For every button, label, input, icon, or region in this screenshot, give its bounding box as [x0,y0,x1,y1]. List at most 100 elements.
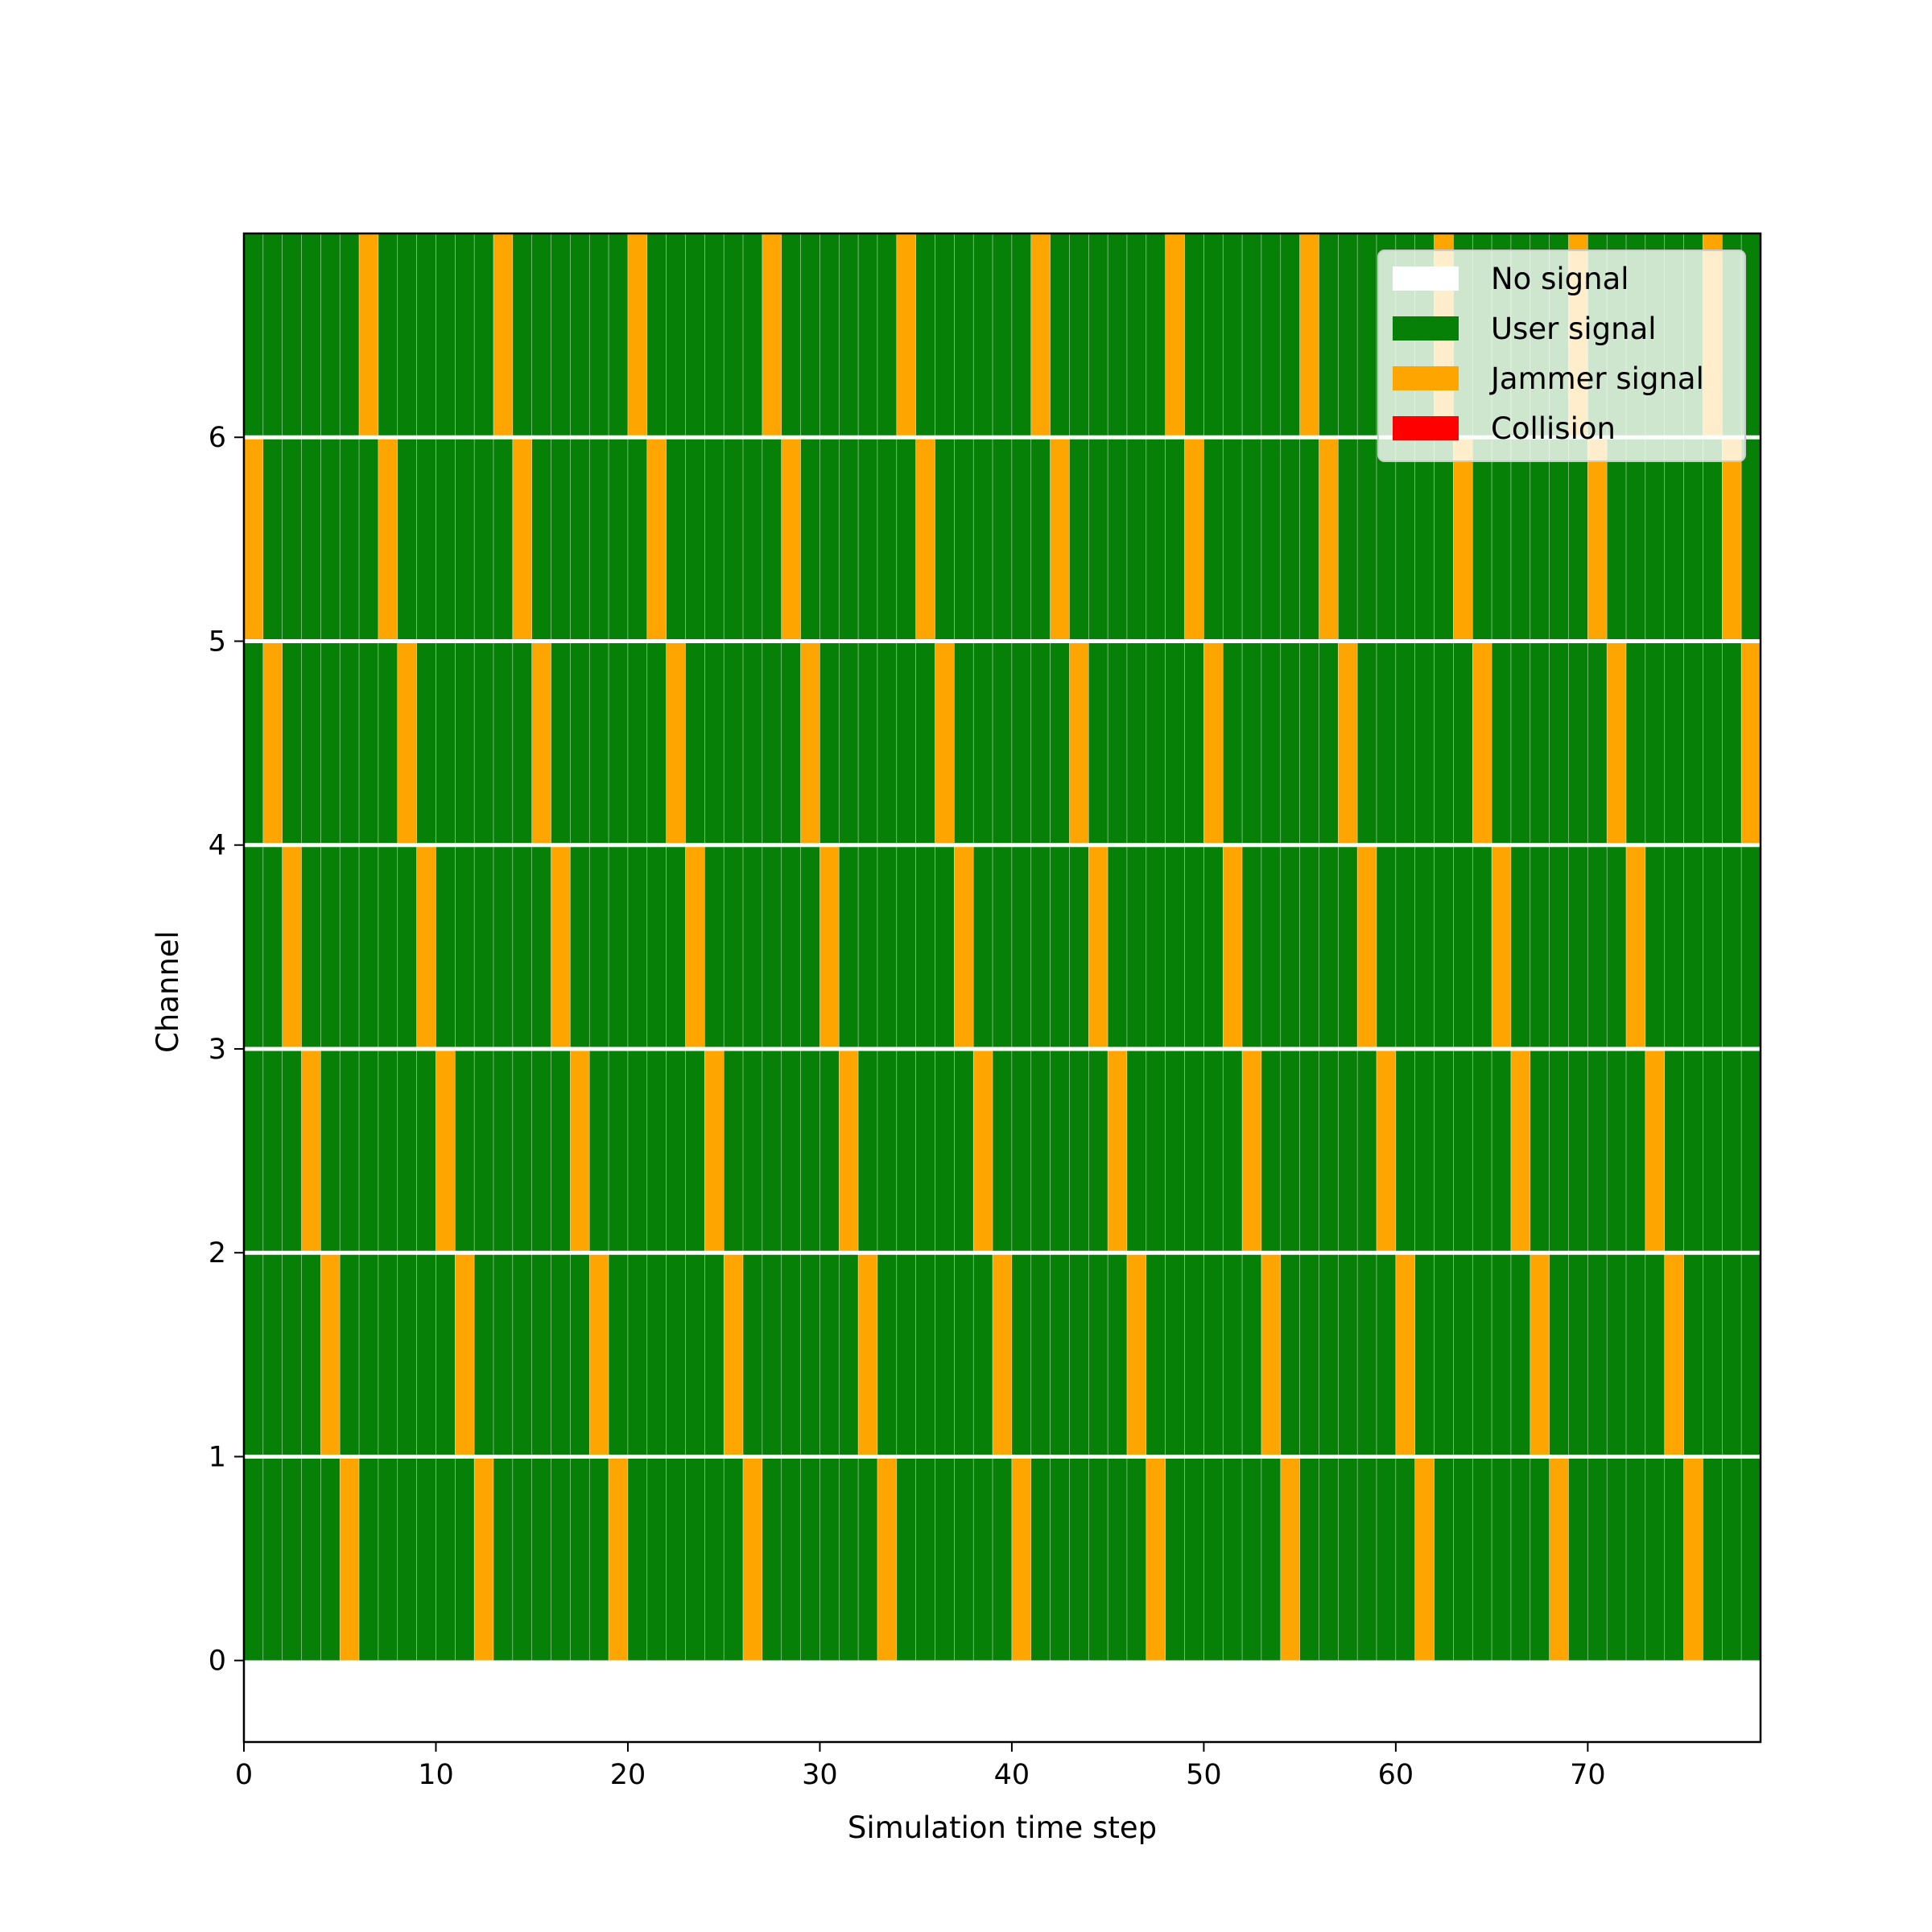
user-signal-cell [896,844,916,1050]
user-signal-cell [857,233,878,438]
legend-label: No signal [1491,262,1629,296]
legend-label: Jammer signal [1489,361,1704,396]
user-signal-cell [877,641,898,846]
legend-label: Collision [1491,411,1616,446]
user-signal-cell [301,233,321,438]
user-signal-cell [1069,1456,1089,1662]
jammer-signal-cell [1510,1048,1531,1253]
user-signal-cell [339,436,360,642]
user-signal-cell [838,436,859,642]
user-signal-cell [1568,1456,1588,1662]
x-tick-label: 50 [1186,1759,1222,1791]
jammer-signal-cell [320,1252,341,1457]
user-signal-cell [896,1252,916,1457]
user-signal-cell [1030,436,1051,642]
user-signal-cell [1703,844,1723,1050]
user-signal-cell [1319,1048,1339,1253]
user-signal-cell [800,436,820,642]
user-signal-cell [1280,233,1300,438]
user-signal-cell [646,1252,667,1457]
user-signal-cell [1338,1252,1358,1457]
user-signal-cell [1299,1456,1319,1662]
x-tick-label: 40 [994,1759,1030,1791]
user-signal-cell [512,1456,533,1662]
user-signal-cell [1625,436,1646,642]
legend: No signal User signal Jammer signal Collisi… [1377,250,1746,462]
jammer-signal-cell [915,436,935,642]
user-signal-cell [1356,1252,1377,1457]
user-signal-cell [972,233,993,438]
user-signal-cell [1146,1252,1166,1457]
user-signal-cell [1222,233,1243,438]
user-signal-cell [1414,1048,1435,1253]
user-signal-cell [781,1252,801,1457]
user-signal-cell [992,844,1013,1050]
jammer-signal-cell [531,641,551,846]
user-signal-cell [972,844,993,1050]
user-signal-cell [358,1048,379,1253]
user-signal-cell [877,233,898,438]
user-signal-cell [531,436,551,642]
jammer-signal-cell [1050,436,1070,642]
user-signal-cell [1625,1456,1646,1662]
user-signal-cell [877,1048,898,1253]
user-signal-cell [1241,233,1262,438]
user-signal-cell [1319,641,1339,846]
user-signal-cell [666,233,686,438]
user-signal-cell [531,1048,551,1253]
x-tick-label: 60 [1378,1759,1414,1791]
user-signal-cell [666,1456,686,1662]
user-signal-cell [1645,1252,1666,1457]
user-signal-cell [1568,844,1588,1050]
jammer-signal-cell [1088,844,1108,1050]
user-signal-cell [320,844,341,1050]
user-signal-cell [972,1252,993,1457]
user-signal-cell [378,1252,398,1457]
user-signal-cell [1434,1456,1454,1662]
user-signal-cell [512,844,533,1050]
user-signal-cell [1011,844,1032,1050]
user-signal-cell [397,233,417,438]
user-signal-cell [781,233,801,438]
user-signal-cell [1126,1048,1147,1253]
user-signal-cell [301,1456,321,1662]
user-signal-cell [1261,844,1282,1050]
jammer-signal-cell [512,436,533,642]
user-signal-cell [339,844,360,1050]
user-signal-cell [1606,844,1627,1050]
user-signal-cell [838,641,859,846]
user-signal-cell [512,641,533,846]
user-signal-cell [1510,1252,1531,1457]
x-tick-label: 30 [802,1759,838,1791]
user-signal-cell [1030,1048,1051,1253]
user-signal-cell [1184,844,1204,1050]
jammer-signal-cell [1299,233,1319,438]
user-signal-cell [301,436,321,642]
user-signal-cell [1395,1456,1416,1662]
y-tick-label: 3 [208,1034,226,1066]
user-signal-cell [1338,844,1358,1050]
user-signal-cell [1011,1048,1032,1253]
user-signal-cell [992,1456,1013,1662]
user-signal-cell [1434,1048,1454,1253]
jammer-signal-cell [1395,1252,1416,1457]
user-signal-cell [1625,1252,1646,1457]
user-signal-cell [282,1252,302,1457]
user-signal-cell [1434,1252,1454,1457]
user-signal-cell [320,233,341,438]
user-signal-cell [1299,641,1319,846]
legend-swatch [1393,416,1459,440]
y-tick-label: 6 [208,422,226,454]
user-signal-cell [1740,844,1761,1050]
jammer-signal-cell [1683,1456,1703,1662]
user-signal-cell [857,1048,878,1253]
user-signal-cell [1722,1048,1742,1253]
user-signal-cell [1703,1048,1723,1253]
x-axis: 0 10 20 30 40 50 60 70 [235,1742,1606,1791]
user-signal-cell [1683,1048,1703,1253]
legend-swatch [1393,366,1459,390]
legend-frame [1377,250,1746,462]
user-signal-cell [1740,1252,1761,1457]
user-signal-cell [1510,641,1531,846]
user-signal-cell [1722,1456,1742,1662]
